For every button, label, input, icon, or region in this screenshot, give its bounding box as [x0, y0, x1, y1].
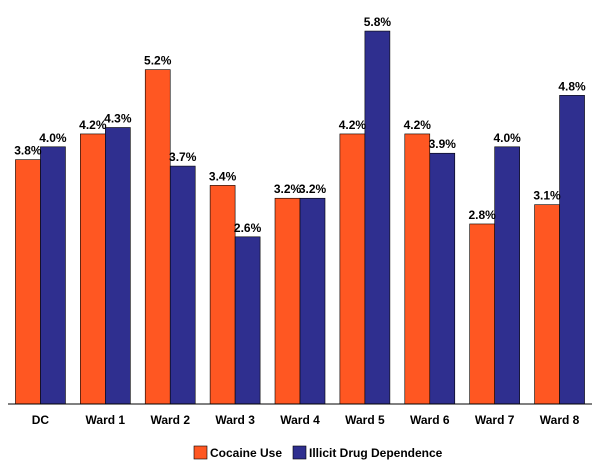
bar-illicit-drug-dependence-ward-5: [364, 30, 391, 405]
legend-swatch-cocaine-use: [193, 445, 208, 460]
bars-group: [15, 30, 585, 405]
data-label-cocaine-use-ward-7: 2.8%: [468, 208, 496, 222]
data-label-illicit-drug-dependence-dc: 4.0%: [39, 131, 67, 145]
bar-illicit-drug-dependence-ward-1: [105, 127, 131, 405]
x-ticks-group: DC Ward 1 Ward 2 Ward 3 Ward 4 Ward 5 Ward 6 Wa…: [32, 413, 580, 427]
bar-cocaine-use-ward-3: [209, 185, 236, 405]
bar-cocaine-use-ward-8: [534, 204, 560, 405]
data-label-illicit-drug-dependence-ward-1: 4.3%: [104, 112, 132, 126]
data-label-cocaine-use-ward-2: 5.2%: [144, 54, 172, 68]
bar-illicit-drug-dependence-dc: [40, 146, 66, 405]
legend-swatch-illicit-drug-dependence: [292, 445, 307, 460]
data-label-cocaine-use-dc: 3.8%: [14, 144, 42, 158]
bar-cocaine-use-ward-5: [339, 133, 366, 405]
bar-illicit-drug-dependence-ward-6: [429, 152, 456, 405]
x-tick-label-ward-4: Ward 4: [280, 413, 320, 427]
bar-cocaine-use-ward-6: [404, 133, 431, 405]
bar-cocaine-use-ward-1: [80, 133, 106, 405]
bar-illicit-drug-dependence-ward-8: [559, 95, 585, 405]
legend-label-cocaine-use: Cocaine Use: [210, 446, 282, 460]
bar-cocaine-use-ward-7: [469, 223, 495, 405]
bar-cocaine-use-ward-2: [144, 69, 171, 405]
data-label-illicit-drug-dependence-ward-5: 5.8%: [364, 15, 392, 29]
legend: Cocaine Use Illicit Drug Dependence: [193, 445, 443, 460]
x-tick-label-ward-2: Ward 2: [150, 413, 190, 427]
x-tick-label-ward-7: Ward 7: [475, 413, 515, 427]
legend-label-illicit-drug-dependence: Illicit Drug Dependence: [309, 446, 443, 460]
x-tick-label-ward-6: Ward 6: [410, 413, 450, 427]
data-label-illicit-drug-dependence-ward-2: 3.7%: [169, 150, 197, 164]
data-label-cocaine-use-ward-5: 4.2%: [339, 118, 367, 132]
bar-cocaine-use-ward-4: [274, 197, 301, 405]
data-label-cocaine-use-ward-1: 4.2%: [79, 118, 107, 132]
data-label-cocaine-use-ward-3: 3.4%: [209, 169, 237, 183]
x-tick-label-dc: DC: [32, 413, 50, 427]
data-label-illicit-drug-dependence-ward-3: 2.6%: [234, 221, 262, 235]
bar-illicit-drug-dependence-ward-7: [494, 146, 520, 405]
data-label-illicit-drug-dependence-ward-7: 4.0%: [493, 131, 521, 145]
bar-illicit-drug-dependence-ward-4: [299, 197, 326, 405]
bar-cocaine-use-dc: [15, 159, 41, 405]
data-labels-group: 3.8%4.0%4.2%4.3%5.2%3.7%3.4%2.6%3.2%3.2%…: [14, 15, 586, 235]
bar-illicit-drug-dependence-ward-3: [234, 236, 261, 405]
x-tick-label-ward-3: Ward 3: [215, 413, 255, 427]
x-tick-label-ward-8: Ward 8: [540, 413, 580, 427]
data-label-illicit-drug-dependence-ward-8: 4.8%: [558, 79, 586, 93]
data-label-illicit-drug-dependence-ward-4: 3.2%: [299, 182, 327, 196]
data-label-cocaine-use-ward-6: 4.2%: [404, 118, 432, 132]
bar-illicit-drug-dependence-ward-2: [169, 165, 196, 405]
x-tick-label-ward-5: Ward 5: [345, 413, 385, 427]
data-label-cocaine-use-ward-8: 3.1%: [533, 189, 561, 203]
x-tick-label-ward-1: Ward 1: [86, 413, 126, 427]
data-label-cocaine-use-ward-4: 3.2%: [274, 182, 302, 196]
data-label-illicit-drug-dependence-ward-6: 3.9%: [429, 137, 457, 151]
